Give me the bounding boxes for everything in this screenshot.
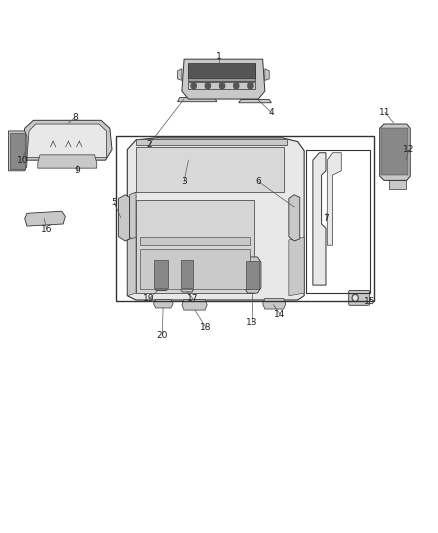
Polygon shape <box>153 300 173 308</box>
Polygon shape <box>127 237 136 296</box>
Text: 7: 7 <box>323 214 329 223</box>
Text: 12: 12 <box>403 145 415 154</box>
Circle shape <box>205 83 211 89</box>
Bar <box>136 147 285 192</box>
Bar <box>141 249 250 289</box>
Text: 2: 2 <box>146 140 152 149</box>
Bar <box>117 136 374 301</box>
Polygon shape <box>389 180 406 189</box>
Text: 17: 17 <box>187 294 198 303</box>
Polygon shape <box>127 138 304 300</box>
Polygon shape <box>182 59 265 99</box>
Polygon shape <box>27 124 106 159</box>
Bar <box>187 64 255 82</box>
Polygon shape <box>130 192 136 240</box>
Bar <box>136 200 254 293</box>
Text: 8: 8 <box>72 113 78 122</box>
Text: 15: 15 <box>364 296 375 305</box>
Circle shape <box>353 296 357 300</box>
Polygon shape <box>20 120 112 163</box>
Polygon shape <box>327 153 341 245</box>
Polygon shape <box>263 298 286 309</box>
Text: 1: 1 <box>216 52 222 61</box>
Bar <box>187 82 255 90</box>
Polygon shape <box>25 211 65 226</box>
Bar <box>187 63 255 78</box>
Text: 14: 14 <box>275 310 286 319</box>
Polygon shape <box>38 155 97 168</box>
Circle shape <box>191 83 196 89</box>
Bar <box>381 128 409 175</box>
FancyBboxPatch shape <box>349 290 370 305</box>
Bar <box>246 261 259 289</box>
Bar <box>141 237 250 245</box>
Bar <box>181 260 193 288</box>
Text: 13: 13 <box>246 318 258 327</box>
Polygon shape <box>380 124 410 180</box>
Text: 5: 5 <box>111 198 117 207</box>
Text: 16: 16 <box>41 225 52 234</box>
Polygon shape <box>177 98 217 102</box>
Text: 3: 3 <box>181 177 187 186</box>
Polygon shape <box>179 256 195 292</box>
Polygon shape <box>265 69 269 80</box>
Polygon shape <box>289 237 304 296</box>
Polygon shape <box>177 69 182 80</box>
Polygon shape <box>239 100 272 103</box>
Text: 19: 19 <box>143 294 155 303</box>
Polygon shape <box>289 195 300 241</box>
Polygon shape <box>152 257 170 290</box>
Circle shape <box>248 83 253 89</box>
Bar <box>306 150 370 293</box>
Polygon shape <box>313 153 326 285</box>
Text: 6: 6 <box>255 177 261 186</box>
Text: 11: 11 <box>379 108 391 117</box>
Bar <box>136 139 287 146</box>
Text: 4: 4 <box>268 108 274 117</box>
Polygon shape <box>9 131 27 171</box>
Polygon shape <box>119 195 130 241</box>
Circle shape <box>233 83 239 89</box>
Circle shape <box>352 294 358 302</box>
Bar <box>154 260 168 288</box>
Text: 20: 20 <box>156 331 168 340</box>
Text: 9: 9 <box>74 166 80 175</box>
Text: 18: 18 <box>200 323 212 332</box>
Circle shape <box>219 83 225 89</box>
Polygon shape <box>244 257 261 293</box>
Polygon shape <box>182 300 207 310</box>
Text: 10: 10 <box>17 156 28 165</box>
Bar <box>11 133 25 169</box>
